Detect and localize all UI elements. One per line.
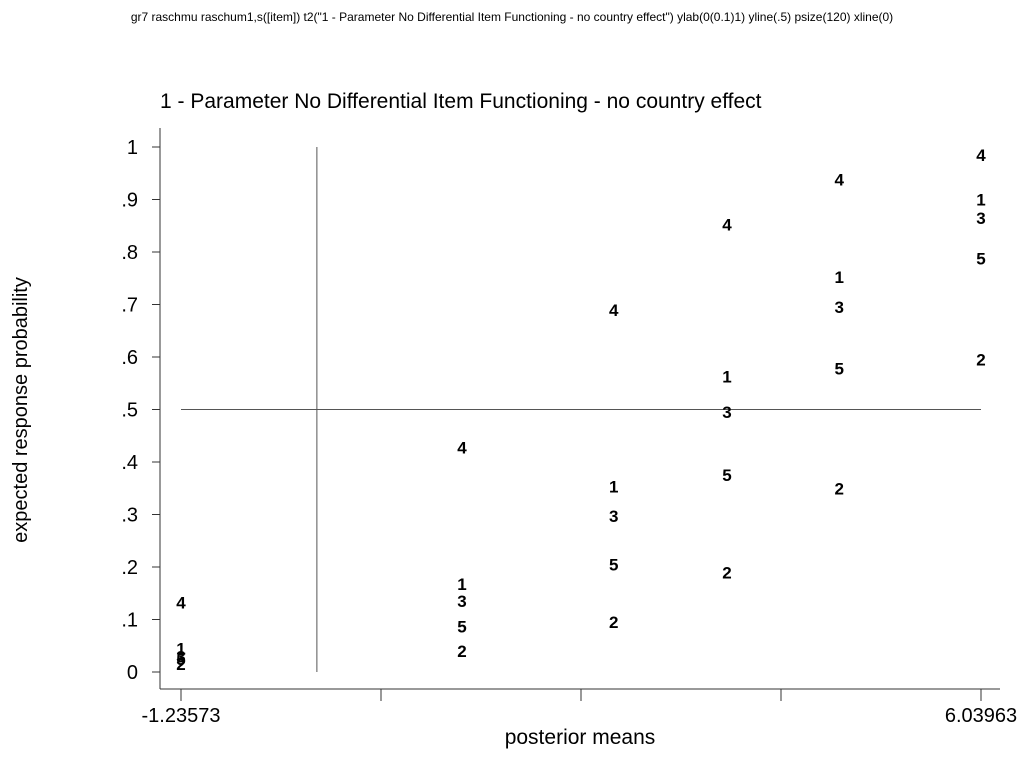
y-tick-label: 0 [127,662,138,684]
marker-item-4: 4 [834,171,844,190]
marker-item-4: 4 [457,438,467,457]
marker-item-3: 3 [834,298,843,317]
marker-item-3: 3 [457,592,466,611]
y-tick-label: .5 [121,400,138,422]
axes: 0 .1 .2 .3 .4 .5 .6 .7 .8 .9 1 -1.23573 6.03963 [121,128,1017,727]
y-tick-label: .8 [121,242,138,264]
marker-item-4: 4 [176,594,186,613]
marker-item-5: 5 [457,617,466,636]
marker-item-1: 1 [976,191,985,210]
marker-item-1: 1 [457,575,466,594]
x-axis-label: posterior means [505,726,656,749]
marker-item-2: 2 [834,479,843,498]
marker-item-5: 5 [609,555,618,574]
marker-item-1: 1 [609,478,618,497]
marker-item-3: 3 [976,209,985,228]
marker-item-3: 3 [722,403,731,422]
y-axis-label: expected response probability [10,277,32,543]
marker-item-4: 4 [722,216,732,235]
x-tick-label: 6.03963 [945,705,1017,727]
marker-item-4: 4 [976,146,986,165]
marker-item-1: 1 [176,639,185,658]
marker-item-5: 5 [976,249,985,268]
command-text: gr7 raschmu raschum1,s([item]) t2("1 - P… [130,10,894,24]
y-tick-label: .4 [121,452,138,474]
x-tick-label: -1.23573 [142,705,221,727]
marker-item-3: 3 [609,507,618,526]
marker-item-2: 2 [722,563,731,582]
marker-item-2: 2 [176,655,185,674]
y-tick-label: .3 [121,505,138,527]
y-tick-label: .9 [121,190,138,212]
marker-item-5: 5 [834,360,843,379]
marker-item-3: 3 [176,647,185,666]
y-tick-label: .7 [121,295,138,317]
y-tick-label: .6 [121,347,138,369]
marker-item-2: 2 [609,613,618,632]
y-tick-label: .1 [121,610,138,632]
marker-item-5: 5 [176,650,185,669]
y-tick-label: .2 [121,557,138,579]
y-tick-label: 1 [127,137,138,159]
marker-item-4: 4 [609,301,619,320]
chart-title: 1 - Parameter No Differential Item Funct… [160,90,762,113]
marker-item-1: 1 [722,367,731,386]
marker-item-2: 2 [457,642,466,661]
reference-lines [181,147,981,672]
marker-item-2: 2 [976,351,985,370]
marker-item-5: 5 [722,466,731,485]
marker-item-1: 1 [834,268,843,287]
